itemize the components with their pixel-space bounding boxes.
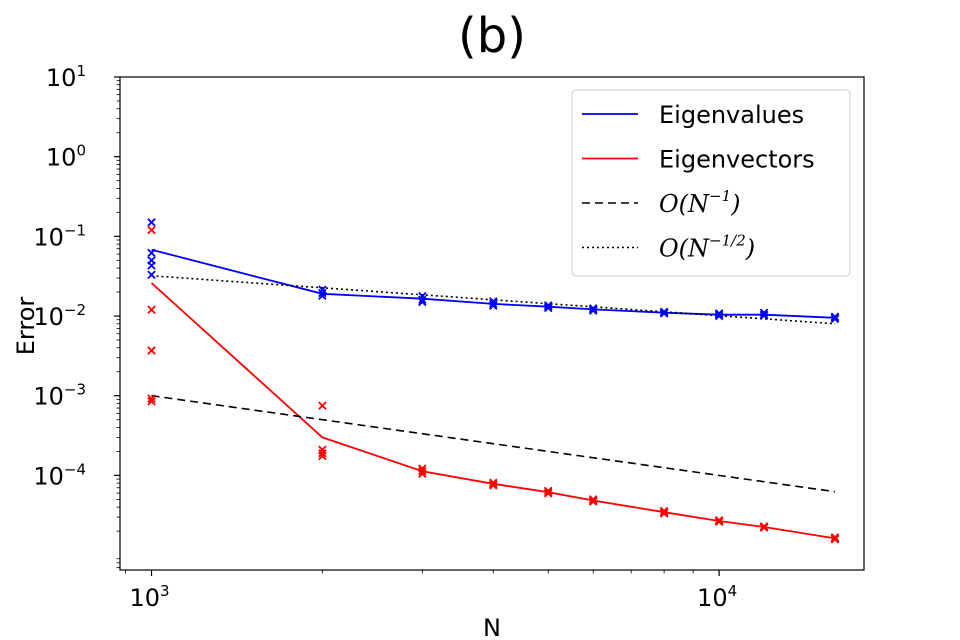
- scatter-marker-1: [418, 466, 427, 476]
- scatter-marker-0: [489, 299, 498, 309]
- scatter-marker-1: [147, 394, 156, 403]
- scatter-marker-1: [659, 509, 669, 518]
- x-axis-label: N: [483, 614, 501, 640]
- scatter-marker-0: [489, 301, 498, 310]
- scatter-marker-1: [544, 489, 553, 498]
- y-tick-label: 101: [46, 62, 86, 92]
- scatter-marker-0: [714, 310, 724, 319]
- scatter-marker-1: [588, 497, 598, 506]
- plot-area: 103 104 101 100 10−1 10−2 10−3 10−4: [33, 62, 865, 612]
- series-line-0: [151, 248, 836, 319]
- scatter-marker-0: [418, 295, 427, 305]
- series-line-1: [150, 282, 836, 540]
- scatter-marker-1: [759, 523, 769, 532]
- x-tick-label: 104: [697, 582, 737, 612]
- scatter-marker-1: [147, 225, 156, 235]
- scatter-marker-0: [318, 285, 327, 294]
- series-line-2: [151, 394, 836, 493]
- scatter-marker-1: [418, 469, 427, 478]
- x-tick-label: 103: [129, 582, 169, 612]
- chart-title: (b): [458, 8, 526, 64]
- scatter-marker-0: [659, 309, 669, 318]
- scatter-marker-1: [318, 451, 327, 461]
- legend-box: [571, 89, 851, 277]
- scatter-marker-1: [147, 305, 156, 314]
- scatter-marker-0: [830, 314, 840, 324]
- y-tick-label: 10−4: [33, 460, 86, 490]
- scatter-marker-1: [830, 535, 840, 544]
- scatter-marker-0: [759, 311, 769, 320]
- scatter-marker-0: [318, 288, 327, 298]
- scatter-marker-1: [318, 448, 327, 458]
- scatter-marker-1: [714, 517, 724, 526]
- scatter-marker-0: [544, 303, 553, 313]
- scatter-marker-0: [714, 311, 724, 321]
- legend: Eigenvalues Eigenvectors O(N−1) O(N−1/2): [571, 89, 851, 277]
- scatter-marker-1: [489, 481, 498, 490]
- series-line-3: [151, 275, 836, 325]
- legend-label: Eigenvalues: [659, 101, 804, 129]
- scatter-marker-0: [544, 301, 553, 310]
- scatter-marker-0: [147, 218, 156, 227]
- y-tick-label: 10−2: [33, 301, 86, 331]
- scatter-marker-0: [147, 261, 156, 270]
- scatter-marker-0: [318, 291, 327, 300]
- scatter-marker-1: [489, 478, 498, 487]
- y-tick-label: 100: [46, 142, 86, 172]
- y-tick-label: 10−3: [33, 381, 86, 411]
- legend-label: O(N−1): [659, 187, 741, 218]
- y-axis-label: Error: [12, 297, 40, 356]
- scatter-marker-1: [659, 506, 669, 516]
- scatter-marker-1: [318, 445, 327, 454]
- scatter-marker-1: [147, 346, 156, 355]
- scatter-marker-1: [147, 397, 156, 406]
- scatter-marker-0: [147, 270, 156, 279]
- legend-label: Eigenvectors: [659, 146, 815, 174]
- y-tick-label: 10−1: [33, 221, 86, 251]
- scatter-marker-0: [714, 309, 724, 318]
- scatter-marker-0: [418, 297, 427, 307]
- scatter-marker-0: [759, 308, 769, 317]
- scatter-marker-1: [544, 486, 553, 496]
- legend-label: O(N−1/2): [659, 232, 755, 263]
- scatter-marker-0: [147, 248, 156, 258]
- scatter-marker-1: [318, 401, 327, 410]
- scatter-marker-0: [588, 306, 598, 315]
- scatter-marker-0: [588, 304, 598, 313]
